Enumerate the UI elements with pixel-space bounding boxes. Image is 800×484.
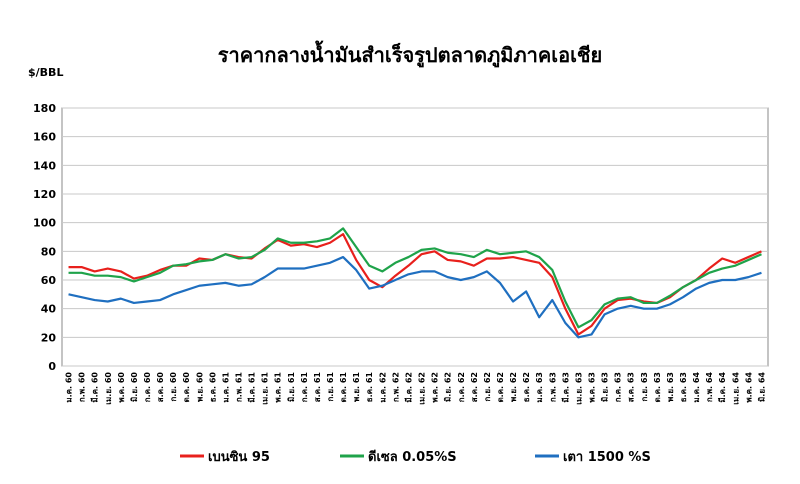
x-tick-label: เม.ย. 63: [574, 372, 583, 405]
x-tick-label: ก.ย. 60: [169, 372, 178, 402]
x-tick-label: พ.ย. 63: [666, 372, 675, 402]
plot-border: [61, 107, 769, 367]
x-tick-label: ก.ค. 62: [457, 372, 466, 402]
y-tick-label: 40: [41, 303, 57, 316]
x-tick-label: ก.พ. 62: [391, 372, 400, 402]
x-tick-label: พ.ค. 64: [744, 372, 753, 403]
x-tick-label: พ.ค. 60: [117, 372, 126, 403]
x-tick-label: ธ.ค. 62: [522, 372, 531, 402]
x-tick-label: ม.ค. 61: [221, 372, 230, 403]
x-tick-label: ก.พ. 64: [705, 372, 714, 403]
x-tick-label: มิ.ย. 61: [287, 372, 296, 402]
x-tick-label: ต.ค. 63: [653, 372, 662, 403]
legend-label: เบนซิน 95: [208, 450, 270, 465]
legend-label: เตา 1500 %S: [563, 450, 651, 465]
x-tick-label: ก.พ. 61: [235, 372, 244, 403]
x-tick-label: มิ.ย. 63: [601, 372, 610, 402]
x-tick-label: เม.ย. 64: [731, 372, 740, 405]
legend-label: ดีเซล 0.05%S: [368, 449, 457, 465]
x-tick-label: พ.ย. 62: [509, 372, 518, 402]
line-series: [68, 233, 762, 336]
x-tick-label: ก.ย. 63: [640, 372, 649, 402]
x-tick-label: ม.ค. 63: [535, 372, 544, 403]
x-tick-label: ก.ค. 63: [614, 372, 623, 402]
x-tick-label: ส.ค. 62: [470, 372, 479, 402]
x-tick-label: ต.ค. 62: [496, 372, 505, 403]
y-tick-label: 160: [33, 131, 56, 144]
x-tick-label: ก.ย. 61: [326, 372, 335, 402]
x-tick-label: ม.ค. 60: [65, 372, 74, 403]
x-tick-label: ก.พ. 63: [548, 372, 557, 402]
y-tick-label: 60: [41, 274, 57, 287]
x-tick-label: ก.ค. 60: [143, 372, 152, 403]
x-tick-label: มี.ค. 62: [403, 372, 413, 403]
y-axis-label: $/BBL: [28, 66, 63, 79]
x-tick-label: ส.ค. 61: [313, 372, 322, 403]
x-tick-label: มี.ค. 60: [90, 372, 100, 403]
x-tick-label: เม.ย. 61: [261, 372, 270, 405]
x-tick-label: ก.พ. 60: [78, 372, 87, 403]
line-series: [68, 227, 762, 329]
x-tick-label: มี.ค. 64: [717, 372, 727, 403]
x-tick-label: มิ.ย. 60: [130, 372, 139, 402]
y-tick-label: 80: [41, 245, 57, 258]
x-tick-label: พ.ย. 61: [352, 372, 361, 402]
y-tick-label: 0: [48, 360, 56, 373]
x-tick-label: เม.ย. 62: [418, 372, 427, 405]
x-tick-label: ต.ค. 60: [182, 372, 191, 403]
x-tick-label: พ.ย. 60: [195, 372, 204, 402]
y-tick-label: 100: [33, 217, 56, 230]
x-tick-label: พ.ค. 61: [274, 372, 283, 403]
x-tick-label: พ.ค. 63: [588, 372, 597, 403]
x-tick-label: ธ.ค. 61: [365, 372, 374, 403]
x-tick-label: ก.ย. 62: [483, 372, 492, 402]
x-tick-label: ก.ค. 61: [300, 372, 309, 403]
x-tick-label: พ.ค. 62: [431, 372, 440, 403]
x-tick-label: มี.ค. 61: [247, 372, 257, 403]
x-tick-label: ม.ค. 62: [378, 372, 387, 403]
x-tick-label: มิ.ย. 64: [757, 372, 766, 402]
line-series: [68, 255, 762, 339]
y-tick-label: 120: [33, 188, 56, 201]
y-tick-label: 20: [41, 331, 57, 344]
y-tick-label: 140: [33, 159, 56, 172]
chart-title: ราคากลางน้ำมันสำเร็จรูปตลาดภูมิภาคเอเชีย: [218, 40, 602, 69]
x-tick-label: ส.ค. 63: [627, 372, 636, 402]
x-tick-label: ธ.ค. 63: [679, 372, 688, 402]
x-tick-label: มี.ค. 63: [560, 372, 570, 403]
x-tick-label: เม.ย. 60: [104, 372, 113, 405]
x-tick-label: ธ.ค. 60: [208, 372, 217, 403]
x-tick-label: มิ.ย. 62: [444, 372, 453, 402]
x-tick-label: ส.ค. 60: [156, 372, 165, 403]
y-tick-label: 180: [33, 102, 56, 115]
x-tick-label: ม.ค. 64: [692, 372, 701, 403]
x-tick-label: ต.ค. 61: [339, 372, 348, 403]
